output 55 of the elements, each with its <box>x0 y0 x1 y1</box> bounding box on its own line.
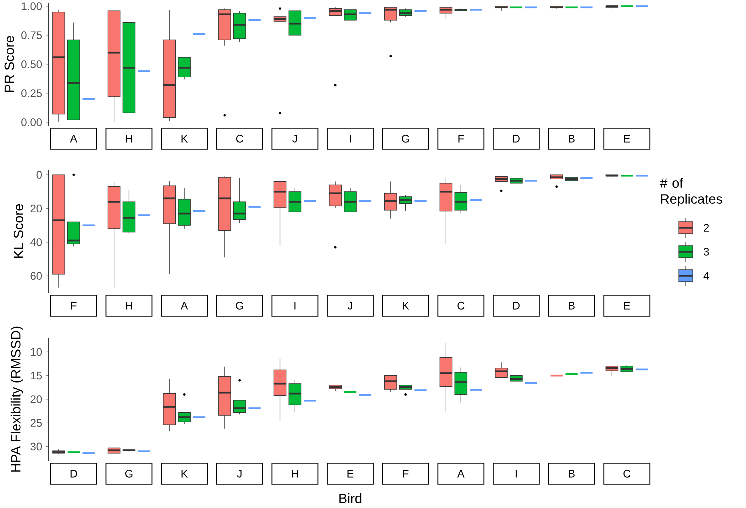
x-tick-label: E <box>624 135 630 143</box>
x-tick-label: D <box>70 470 78 478</box>
y-axis-title: KL Score <box>14 204 24 258</box>
x-tick-label: E <box>348 470 354 478</box>
y-tick-label: 0.25 <box>22 90 42 98</box>
x-tick-label: K <box>182 135 188 143</box>
x-tick-label: J <box>237 470 242 478</box>
x-tick-label: D <box>513 135 520 143</box>
x-tick-label: A <box>70 135 78 143</box>
x-tick-label: I <box>516 470 517 478</box>
y-axis-title: PR Score <box>4 36 14 92</box>
x-tick-label: I <box>294 302 296 310</box>
x-tick-label: F <box>403 470 409 478</box>
x-tick-label: A <box>180 302 188 310</box>
x-tick-label: A <box>458 470 465 478</box>
x-axis-title: Bird <box>340 494 362 504</box>
legend-label: 3 <box>704 248 710 256</box>
x-tick-label: C <box>236 135 244 143</box>
x-tick-label: F <box>71 302 77 310</box>
x-tick-label: C <box>458 302 465 310</box>
legend-label: 2 <box>704 224 710 232</box>
x-tick-label: G <box>236 302 244 310</box>
y-tick-label: 0.50 <box>22 60 42 68</box>
y-tick-label: 40 <box>30 238 42 246</box>
y-tick-label: 1.00 <box>22 2 42 10</box>
x-tick-label: D <box>513 302 520 310</box>
y-tick-label: 10 <box>31 348 42 356</box>
x-tick-label: B <box>569 470 575 478</box>
y-tick-label: 20 <box>30 204 42 213</box>
x-tick-label: H <box>126 302 132 310</box>
x-tick-label: K <box>182 470 188 478</box>
y-tick-label: 30 <box>30 442 42 451</box>
x-tick-label: E <box>624 302 630 310</box>
x-tick-label: F <box>458 135 464 143</box>
y-tick-label: 25 <box>30 419 42 428</box>
x-tick-label: J <box>292 135 298 143</box>
y-tick-label: 20 <box>30 396 42 404</box>
x-tick-label: J <box>348 302 352 310</box>
x-tick-label: B <box>569 302 575 310</box>
y-tick-label: 0 <box>36 171 42 179</box>
x-tick-label: G <box>402 135 410 143</box>
x-tick-label: I <box>350 135 352 143</box>
y-axis-title: HPA Flexibility (RMSSD) <box>10 326 24 472</box>
y-tick-label: 60 <box>30 272 42 280</box>
x-tick-label: C <box>624 470 631 478</box>
x-tick-label: K <box>403 302 410 310</box>
legend-label: 4 <box>704 272 710 280</box>
x-tick-label: B <box>569 135 575 143</box>
x-tick-label: H <box>292 470 298 478</box>
legend-title: # of Replicates <box>660 178 722 207</box>
y-tick-label: 0.75 <box>22 32 42 40</box>
y-tick-label: 15 <box>31 372 42 380</box>
x-tick-label: H <box>126 135 132 143</box>
x-tick-label: G <box>126 470 133 478</box>
y-tick-label: 0.00 <box>22 118 42 126</box>
